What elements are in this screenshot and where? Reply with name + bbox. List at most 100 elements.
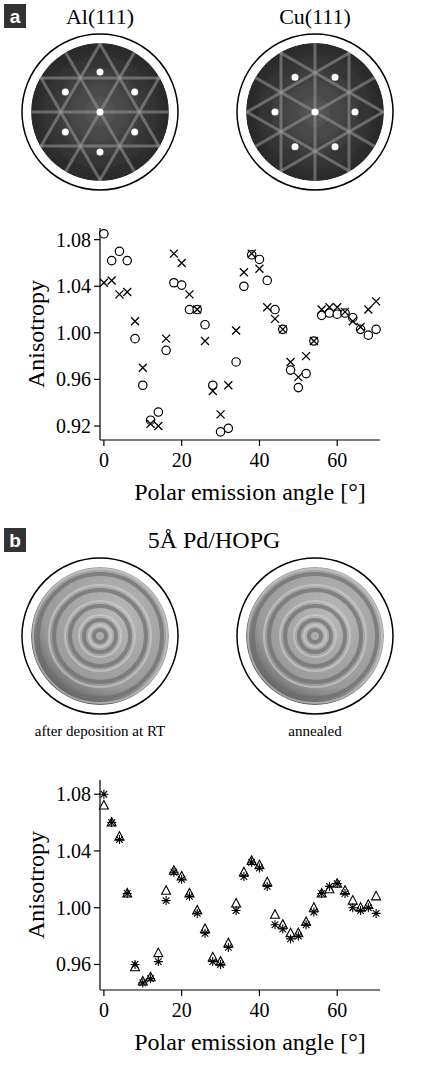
data-point xyxy=(302,920,311,929)
data-point xyxy=(341,309,349,317)
data-point xyxy=(177,281,185,289)
spot xyxy=(97,69,104,76)
data-point xyxy=(248,250,256,258)
y-tick-label: 1.04 xyxy=(56,275,91,297)
x-tick-label: 40 xyxy=(249,999,269,1021)
image-content xyxy=(31,567,169,705)
spot xyxy=(292,74,299,81)
data-point xyxy=(170,250,178,258)
y-tick xyxy=(94,425,100,426)
ring xyxy=(299,620,331,652)
spot xyxy=(272,109,279,116)
data-point xyxy=(162,346,170,354)
diffraction-image xyxy=(20,26,180,199)
kikuchi-band xyxy=(20,145,180,148)
data-point xyxy=(286,366,294,374)
ring xyxy=(304,625,326,647)
data-point xyxy=(193,306,201,314)
ring xyxy=(89,625,111,647)
x-axis xyxy=(100,439,380,440)
image-ring xyxy=(237,558,393,714)
data-point xyxy=(154,948,163,957)
data-point xyxy=(364,306,372,314)
spot xyxy=(292,143,299,150)
image-label: Cu(111) xyxy=(279,4,351,29)
x-axis-title: Polar emission angle [°] xyxy=(134,1029,366,1055)
x-tick-label: 60 xyxy=(327,999,347,1021)
data-point xyxy=(302,369,310,377)
data-point xyxy=(341,308,349,316)
y-tick-label: 0.96 xyxy=(56,368,91,390)
data-point xyxy=(139,364,147,372)
data-point xyxy=(356,906,365,915)
data-point xyxy=(232,906,241,915)
data-point xyxy=(162,886,171,895)
data-point xyxy=(294,383,302,391)
y-tick xyxy=(94,850,100,851)
data-point xyxy=(100,279,108,287)
y-tick-label: 1.08 xyxy=(56,783,91,805)
spot xyxy=(97,109,104,116)
data-point xyxy=(333,879,342,888)
data-point xyxy=(357,323,365,331)
panel-letter: b xyxy=(9,530,21,551)
diffraction-image xyxy=(237,558,393,714)
kikuchi-band xyxy=(60,43,140,182)
image-disc xyxy=(31,567,169,705)
kikuchi-band xyxy=(60,43,140,182)
x-tick xyxy=(337,990,338,996)
series xyxy=(100,230,381,436)
data-point xyxy=(193,909,202,918)
y-tick xyxy=(94,794,100,795)
data-point xyxy=(209,387,217,395)
x-tick xyxy=(103,440,104,446)
data-point xyxy=(131,960,140,969)
ring xyxy=(33,569,167,703)
data-point xyxy=(309,907,318,916)
y-tick-label: 1.00 xyxy=(56,322,91,344)
data-point xyxy=(372,909,381,918)
data-point xyxy=(216,960,225,969)
y-tick xyxy=(94,964,100,965)
kikuchi-band xyxy=(31,60,111,199)
data-point xyxy=(372,891,381,900)
x-axis xyxy=(100,989,380,990)
spot xyxy=(62,129,69,136)
y-tick xyxy=(94,379,100,380)
ring xyxy=(280,601,350,671)
image-ring xyxy=(22,558,178,714)
data-point xyxy=(107,818,116,827)
panel-letter-box: a xyxy=(4,4,26,28)
x-tick xyxy=(181,990,182,996)
y-tick xyxy=(94,332,100,333)
data-point xyxy=(123,256,131,264)
data-point xyxy=(278,924,287,933)
data-point xyxy=(162,335,170,343)
data-point xyxy=(310,337,318,345)
data-point xyxy=(146,974,155,983)
ring xyxy=(285,606,345,666)
data-point xyxy=(279,325,287,333)
data-point xyxy=(255,863,264,872)
data-point xyxy=(201,320,209,328)
x-tick-label: 20 xyxy=(172,999,192,1021)
ring xyxy=(94,630,106,642)
series xyxy=(99,790,380,988)
data-point xyxy=(115,290,123,298)
data-point xyxy=(99,790,108,799)
y-tick xyxy=(94,286,100,287)
kikuchi-band xyxy=(20,77,180,80)
data-point xyxy=(201,929,210,938)
data-point xyxy=(131,317,139,325)
data-point xyxy=(287,358,295,366)
data-point xyxy=(169,868,178,877)
y-axis-title: Anisotropy xyxy=(23,280,49,388)
kikuchi-band xyxy=(263,101,402,181)
data-point xyxy=(341,889,350,898)
kikuchi-band xyxy=(31,26,111,165)
y-axis xyxy=(99,228,100,440)
data-point xyxy=(239,872,248,881)
spot xyxy=(352,109,359,116)
ring xyxy=(49,585,151,687)
data-point xyxy=(255,255,263,263)
